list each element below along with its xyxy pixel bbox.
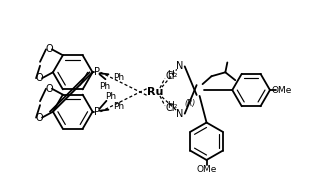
Text: O: O [35, 73, 43, 83]
Text: Ph: Ph [99, 82, 110, 91]
Text: OMe: OMe [196, 165, 217, 174]
Text: O: O [45, 44, 53, 54]
Text: Ph: Ph [113, 102, 124, 111]
Text: Cl: Cl [165, 71, 175, 81]
Text: O: O [35, 113, 43, 123]
Text: Ph: Ph [105, 92, 116, 101]
Text: P: P [94, 67, 99, 77]
Text: N: N [176, 61, 184, 71]
Text: H₂: H₂ [167, 101, 177, 110]
Text: Ru: Ru [147, 87, 163, 97]
Text: N: N [176, 109, 184, 119]
Text: P: P [94, 107, 99, 117]
Text: OMe: OMe [272, 86, 292, 95]
Text: H₂: H₂ [167, 70, 177, 79]
Text: O: O [45, 84, 53, 94]
Text: Cl: Cl [165, 103, 175, 113]
Text: Ph: Ph [113, 73, 124, 82]
Text: (R): (R) [184, 99, 195, 108]
